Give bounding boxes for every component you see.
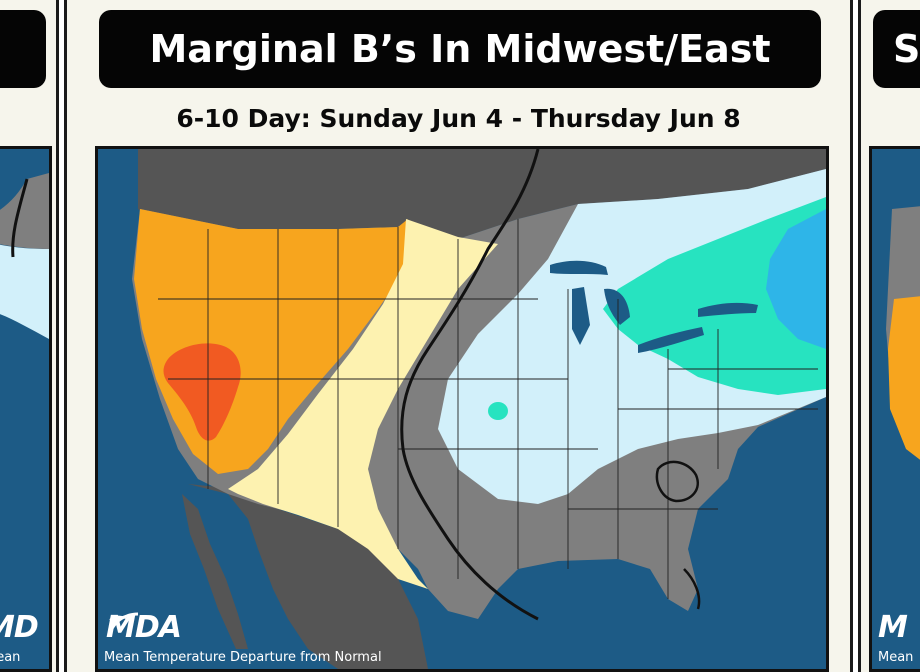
anomaly-slightly-above-plains [228, 219, 498, 589]
contour-line-southeast [655, 460, 699, 503]
right-neighbor-slide: S M Mean [861, 0, 920, 672]
anomaly-much-below-newengland [766, 209, 826, 349]
left-neighbor-caption: Mean [0, 650, 21, 665]
right-neighbor-title: S [873, 10, 920, 88]
right-neighbor-title-text: S [893, 27, 920, 71]
map-svg [98, 149, 826, 669]
left-neighbor-map: MD Mean [0, 146, 52, 672]
baja-peninsula [182, 494, 248, 649]
right-neighbor-logo: M [878, 610, 908, 645]
state-borders [158, 219, 818, 599]
mda-swoosh-icon [108, 612, 139, 633]
contour-line-central [400, 149, 540, 621]
anomaly-below-spot-iowa [488, 402, 508, 420]
slide-divider-left-a [56, 0, 59, 672]
map-caption: Mean Temperature Departure from Normal [104, 650, 382, 665]
anomaly-much-above-basin [163, 343, 241, 441]
left-neighbor-logo: MD [0, 610, 39, 645]
slide-divider-right-a [850, 0, 853, 672]
left-neighbor-title [0, 10, 46, 88]
slide-subtitle: 6-10 Day: Sunday Jun 4 - Thursday Jun 8 [176, 104, 741, 133]
main-slide: Marginal B’s In Midwest/East 6-10 Day: S… [67, 0, 850, 672]
canada-landmass [138, 149, 826, 239]
mexico-landmass [188, 484, 428, 669]
slide-divider-right-b [858, 0, 861, 672]
contour-line-florida [683, 568, 701, 610]
great-lakes [550, 260, 758, 353]
slide-divider-left-b [64, 0, 67, 672]
mda-logo: MDA [106, 610, 182, 645]
right-neighbor-map: M Mean [869, 146, 920, 672]
slide-title: Marginal B’s In Midwest/East [99, 10, 821, 88]
left-neighbor-slide: MD Mean [0, 0, 56, 672]
temperature-anomaly-map: MDA Mean Temperature Departure from Norm… [95, 146, 829, 672]
right-neighbor-caption: Mean [878, 650, 914, 665]
